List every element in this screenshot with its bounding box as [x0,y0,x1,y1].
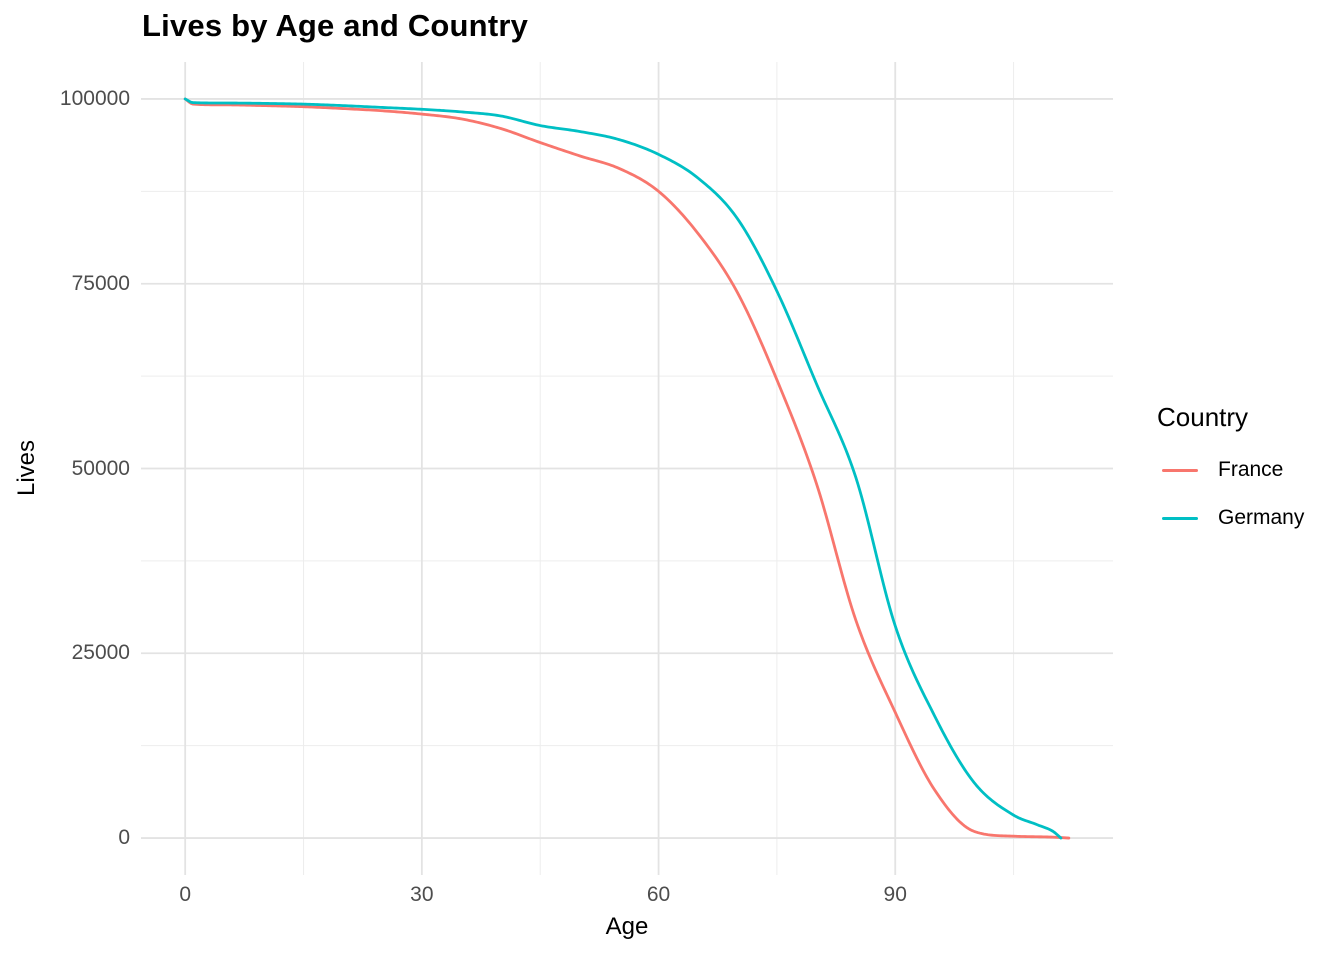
legend-item-france: France [1162,455,1304,485]
x-tick-label: 60 [646,883,671,906]
legend: Country France Germany [1157,402,1304,551]
legend-label-germany: Germany [1218,506,1305,529]
series-line-germany [183,97,1063,840]
x-tick-label: 30 [410,883,434,906]
x-axis-title: Age [605,913,649,940]
france-line-swatch-icon [1162,468,1198,472]
y-tick-label: 75000 [71,271,130,295]
legend-title: Country [1157,402,1249,432]
x-tick-label: 90 [883,883,907,906]
germany-line-swatch-icon [1162,516,1198,520]
y-tick-label: 25000 [71,641,130,665]
legend-label-france: France [1218,458,1284,481]
x-tick-label: 0 [179,883,192,906]
y-axis-title: Lives [13,439,40,497]
legend-item-germany: Germany [1162,503,1304,533]
y-tick-label: 50000 [71,456,130,480]
series-line-france [183,97,1071,840]
chart-title: Lives by Age and Country [142,8,529,43]
y-tick-label: 100000 [59,86,130,110]
y-tick-label: 0 [118,826,130,850]
